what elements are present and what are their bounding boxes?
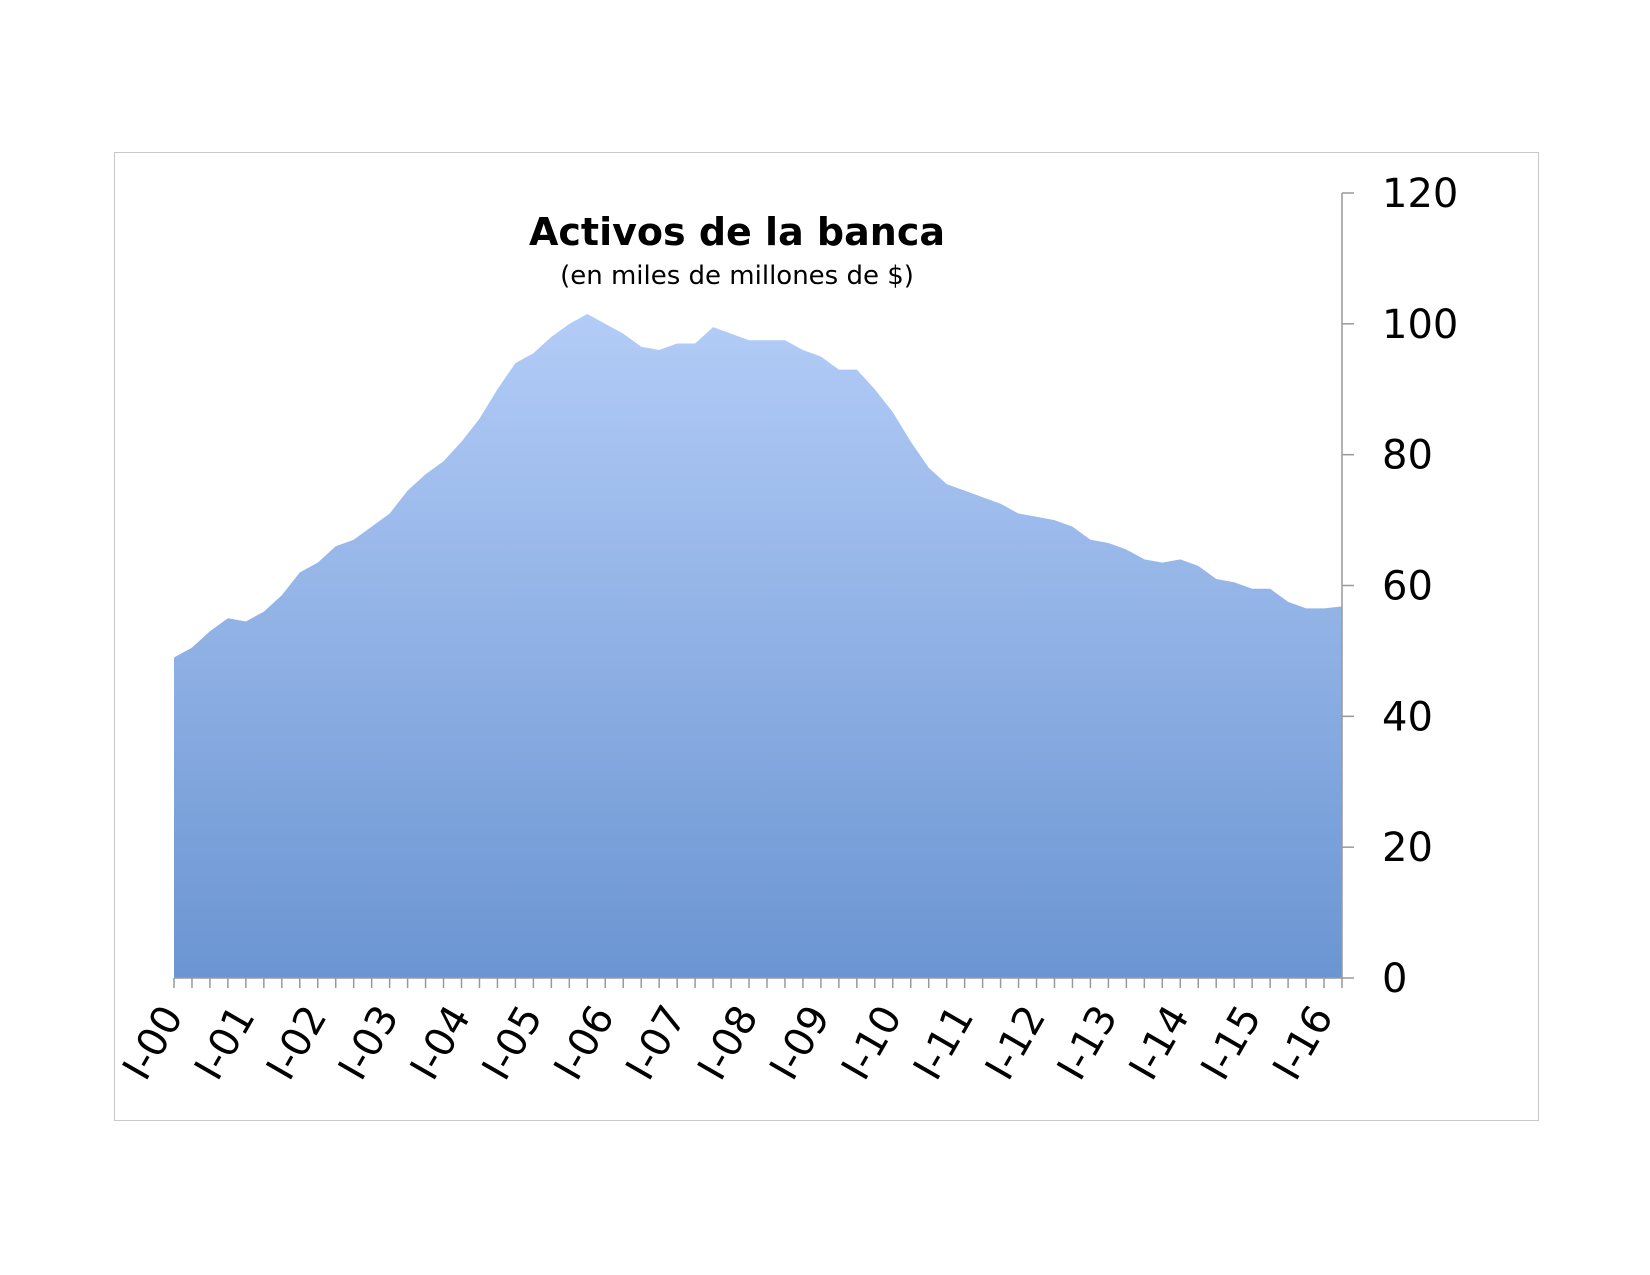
x-tick-label: I-05 — [474, 998, 552, 1088]
x-tick-label: I-10 — [833, 998, 911, 1088]
y-tick-labels: 0 20 40 60 80 100 120 — [1382, 171, 1458, 1002]
chart-svg: 0 20 40 60 80 100 120 I-00I-01I-02I-03I-04I-05… — [115, 171, 1458, 1088]
x-tick-label: I-02 — [258, 998, 336, 1088]
x-tick-label: I-15 — [1192, 998, 1270, 1088]
area-layer — [174, 314, 1342, 978]
chart-frame: 0 20 40 60 80 100 120 I-00 I-01 I-02 I-03 I-04 I-05… — [114, 152, 1539, 1121]
x-tick-label: I-16 — [1264, 998, 1342, 1088]
y-tick-label: 60 — [1382, 564, 1433, 610]
y-tick-label: 40 — [1382, 694, 1433, 740]
x-tick-label: I-13 — [1049, 998, 1127, 1088]
chart-title: Activos de la banca — [529, 210, 945, 254]
x-tick-label: I-04 — [402, 998, 480, 1088]
x-tick-label: I-08 — [689, 998, 767, 1088]
x-tick-label: I-12 — [977, 998, 1055, 1088]
y-tick-label: 20 — [1382, 825, 1433, 871]
x-tick-labels: I-00I-01I-02I-03I-04I-05I-06I-07I-08I-09… — [115, 998, 1343, 1088]
x-tick-label: I-07 — [617, 998, 695, 1088]
chart-subtitle: (en miles de millones de $) — [560, 261, 914, 291]
x-tick-label: I-06 — [546, 998, 624, 1088]
y-tick-label: 120 — [1382, 171, 1458, 217]
x-tick-label: I-14 — [1121, 998, 1199, 1088]
x-tick-label: I-11 — [905, 998, 983, 1088]
axis-layer — [173, 192, 1354, 988]
area-series — [174, 314, 1342, 978]
y-tick-label: 100 — [1382, 302, 1458, 348]
y-tick-label: 80 — [1382, 433, 1433, 479]
x-tick-label: I-01 — [186, 998, 264, 1088]
x-tick-label: I-03 — [330, 998, 408, 1088]
y-tick-label: 0 — [1382, 956, 1407, 1002]
x-tick-label: I-09 — [761, 998, 839, 1088]
x-tick-label: I-00 — [115, 998, 193, 1088]
